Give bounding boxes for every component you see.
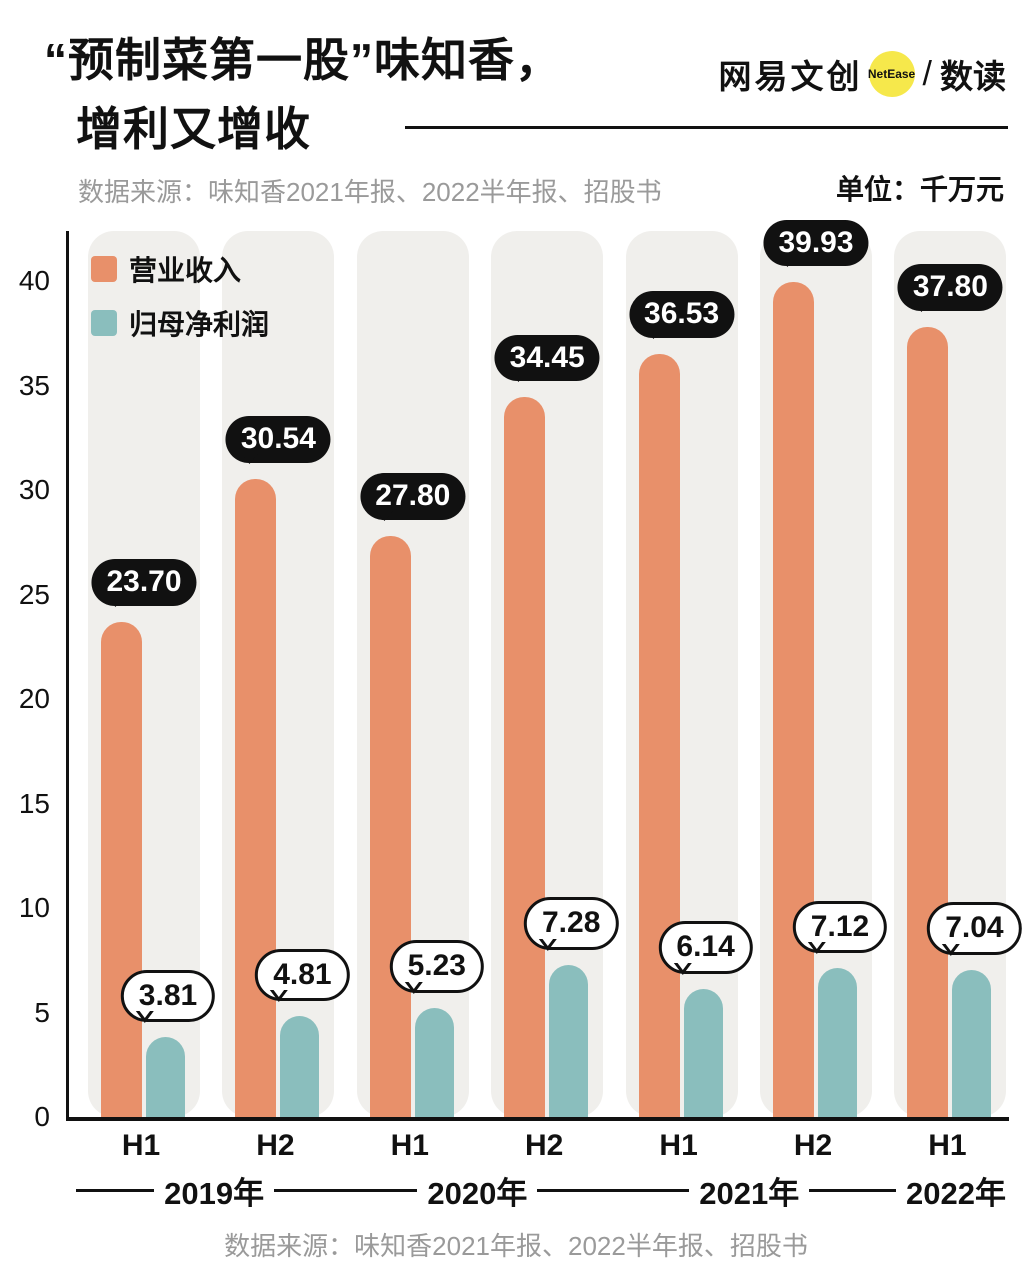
data-source-top: 数据来源：味知香2021年报、2022半年报、招股书 — [78, 177, 662, 207]
profit-bar — [952, 969, 992, 1117]
revenue-bar — [101, 621, 142, 1117]
logo-sub-brand: 数读 — [940, 58, 1006, 95]
profit-bar — [818, 968, 857, 1117]
y-tick-label: 0 — [34, 1101, 50, 1132]
x-axis-labels: H1 H2 H1 H2 H1 H2 H1 — [66, 1129, 1006, 1165]
data-source-bottom: 数据来源：味知香2021年报、2022半年报、招股书 — [224, 1231, 808, 1261]
legend-swatch — [91, 256, 117, 282]
revenue-value-pill: 37.80 — [897, 264, 1003, 312]
x-label: H2 — [525, 1129, 564, 1162]
year-label: 2019年 — [164, 1176, 265, 1211]
y-tick-label: 20 — [18, 683, 50, 714]
unit-label: 单位：千万元 — [835, 174, 1004, 205]
netease-badge-icon: NetEase — [868, 51, 915, 97]
x-label: H1 — [928, 1129, 967, 1162]
x-label: H2 — [256, 1129, 295, 1162]
legend: 营业收入 归母净利润 — [91, 249, 269, 343]
revenue-bar — [773, 282, 814, 1117]
revenue-value-pill: 39.93 — [763, 219, 869, 267]
profit-bar — [683, 988, 723, 1117]
profit-value-pill: 6.14 — [658, 921, 753, 975]
revenue-bar — [907, 326, 949, 1117]
revenue-value-pill: 30.54 — [225, 416, 331, 464]
profit-bar — [280, 1016, 320, 1117]
profit-bar — [414, 1007, 454, 1117]
revenue-value-pill: 36.53 — [629, 291, 735, 339]
y-tick-label: 30 — [18, 474, 50, 505]
header-divider — [405, 126, 1008, 129]
x-label: H2 — [793, 1129, 833, 1162]
year-label: 2022年 — [906, 1176, 1006, 1211]
title-line1: “预制菜第一股”味知香， — [44, 34, 562, 86]
revenue-bar — [369, 535, 411, 1117]
revenue-bar — [235, 478, 277, 1117]
plot-area: 营业收入归母净利润 23.70 3.81 30.54 4.81 27.80 5.23 34.… — [66, 219, 1022, 1121]
profit-bar — [549, 964, 589, 1117]
year-divider-line — [76, 1189, 155, 1192]
y-axis: 0 5 10 15 20 25 30 35 40 — [0, 231, 56, 1131]
revenue-value-pill: 27.80 — [360, 473, 466, 521]
netease-logo: 网易文创 NetEase / 数读 — [719, 50, 1006, 98]
year-divider-line — [537, 1189, 690, 1192]
y-tick-label: 40 — [18, 265, 50, 296]
y-tick-label: 35 — [18, 369, 50, 401]
y-tick-label: 5 — [34, 996, 50, 1028]
year-divider-line — [809, 1189, 897, 1192]
y-tick-label: 10 — [18, 892, 50, 923]
year-axis: 2019年 2020年 2021年 2022年 — [66, 1168, 1006, 1213]
year-label: 2021年 — [699, 1176, 800, 1211]
year-divider-line — [274, 1189, 418, 1192]
legend-label: 营业收入 — [129, 255, 242, 286]
profit-value-pill: 5.23 — [389, 940, 484, 994]
y-tick-label: 15 — [18, 787, 50, 819]
page-title: “预制菜第一股”味知香， 增利又增收 — [44, 26, 562, 164]
y-tick-label: 25 — [18, 578, 50, 610]
legend-item: 归母净利润 — [91, 303, 269, 343]
legend-label: 归母净利润 — [129, 309, 270, 340]
revenue-value-pill: 23.70 — [91, 559, 197, 607]
profit-value-pill: 7.28 — [523, 897, 619, 951]
x-label: H1 — [659, 1129, 698, 1162]
revenue-bar — [638, 353, 680, 1117]
legend-swatch — [91, 310, 117, 336]
x-label: H1 — [390, 1129, 429, 1162]
profit-value-pill: 7.12 — [792, 900, 888, 954]
profit-value-pill: 4.81 — [255, 948, 350, 1002]
revenue-bar — [504, 397, 546, 1117]
revenue-value-pill: 34.45 — [494, 334, 600, 382]
logo-brand-text: 网易文创 — [718, 58, 863, 95]
legend-item: 营业收入 — [91, 249, 269, 289]
profit-bar — [146, 1037, 185, 1117]
logo-slash: / — [922, 54, 932, 93]
year-label: 2020年 — [427, 1176, 528, 1211]
profit-value-pill: 7.04 — [927, 902, 1022, 956]
profit-value-pill: 3.81 — [120, 969, 216, 1023]
title-line2: 增利又增收 — [76, 103, 311, 155]
x-label: H1 — [121, 1129, 161, 1162]
